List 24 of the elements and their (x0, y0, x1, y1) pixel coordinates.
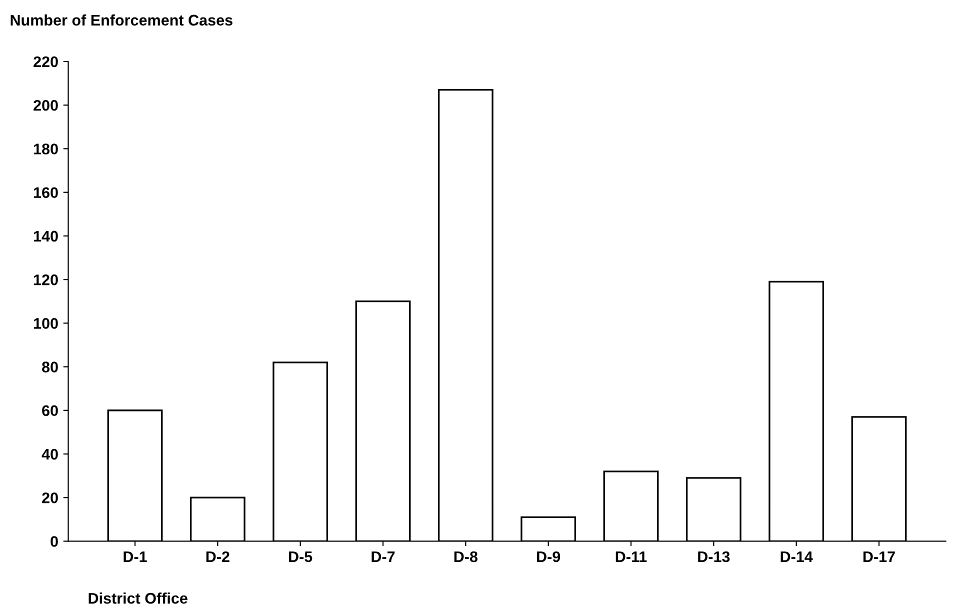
x-tick-label: D-11 (616, 551, 647, 562)
y-tick-label: 100 (34, 318, 58, 329)
y-tick-label: 60 (42, 405, 58, 416)
x-tick-label: D-17 (863, 551, 895, 562)
x-axis-title: District Office (88, 592, 188, 604)
x-tick-label: D-1 (124, 551, 147, 562)
y-tick-label: 180 (34, 144, 58, 154)
y-tick-label: 80 (42, 362, 58, 372)
x-tick-label: D-8 (454, 551, 478, 562)
y-tick-label: 140 (34, 230, 58, 242)
y-tick-label: 0 (50, 536, 58, 547)
y-tick-label: 120 (34, 274, 58, 286)
y-tick-label: 160 (34, 187, 58, 198)
y-tick-label: 220 (34, 56, 58, 68)
x-tick-label: D-14 (780, 551, 813, 562)
y-axis-title: Number of Enforcement Cases (10, 14, 232, 26)
x-tick-label: D-9 (537, 551, 560, 562)
y-tick-label: 20 (42, 492, 58, 504)
x-tick-label: D-7 (372, 551, 395, 562)
x-tick-label: D-13 (698, 551, 730, 562)
x-tick-label: D-5 (289, 551, 312, 562)
y-tick-label: 40 (42, 448, 58, 460)
y-tick-label: 200 (34, 100, 58, 111)
x-tick-label: D-2 (206, 551, 230, 562)
